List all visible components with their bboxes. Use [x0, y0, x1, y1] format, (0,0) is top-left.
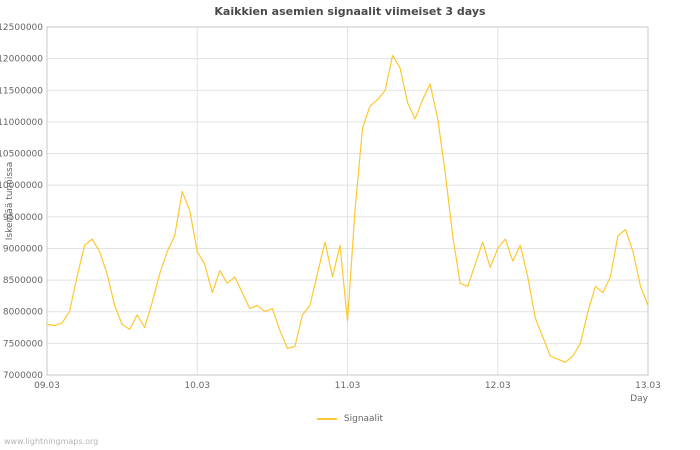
plot-border	[46, 26, 649, 376]
y-tick-label: 7500000	[3, 339, 43, 349]
y-tick-label: 12500000	[0, 23, 43, 33]
y-tick-label: 11500000	[0, 86, 43, 96]
x-tick-label: 11.03	[335, 381, 361, 391]
series-line-signaalit	[46, 54, 649, 363]
legend-line-swatch	[316, 418, 337, 420]
chart-title: Kaikkien asemien signaalit viimeiset 3 d…	[214, 5, 486, 18]
y-tick-label: 9000000	[3, 244, 43, 254]
y-tick-label: 11000000	[0, 118, 43, 128]
y-tick-label: 9500000	[3, 213, 43, 223]
y-tick-label: 7000000	[3, 371, 43, 381]
y-tick-label: 10500000	[0, 150, 43, 160]
x-tick-label: 10.03	[184, 381, 210, 391]
y-tick-label: 8500000	[3, 276, 43, 286]
legend: Signaalit	[0, 414, 700, 425]
x-tick-label: 13.03	[635, 381, 661, 391]
x-tick-label: 09.03	[34, 381, 60, 391]
x-tick-label: 12.03	[485, 381, 511, 391]
x-axis-label: Day	[630, 394, 648, 404]
y-tick-label: 8000000	[3, 308, 43, 318]
y-tick-label: 10000000	[0, 181, 43, 191]
y-axis-label: Iskemää tunnissa	[5, 162, 15, 240]
line-chart: 7000000 7500000 8000000 8500000 9000000 95000…	[0, 23, 661, 404]
watermark-text: www.lightningmaps.org	[4, 437, 99, 446]
y-tick-label: 12000000	[0, 55, 43, 65]
legend-label: Signaalit	[343, 414, 384, 424]
